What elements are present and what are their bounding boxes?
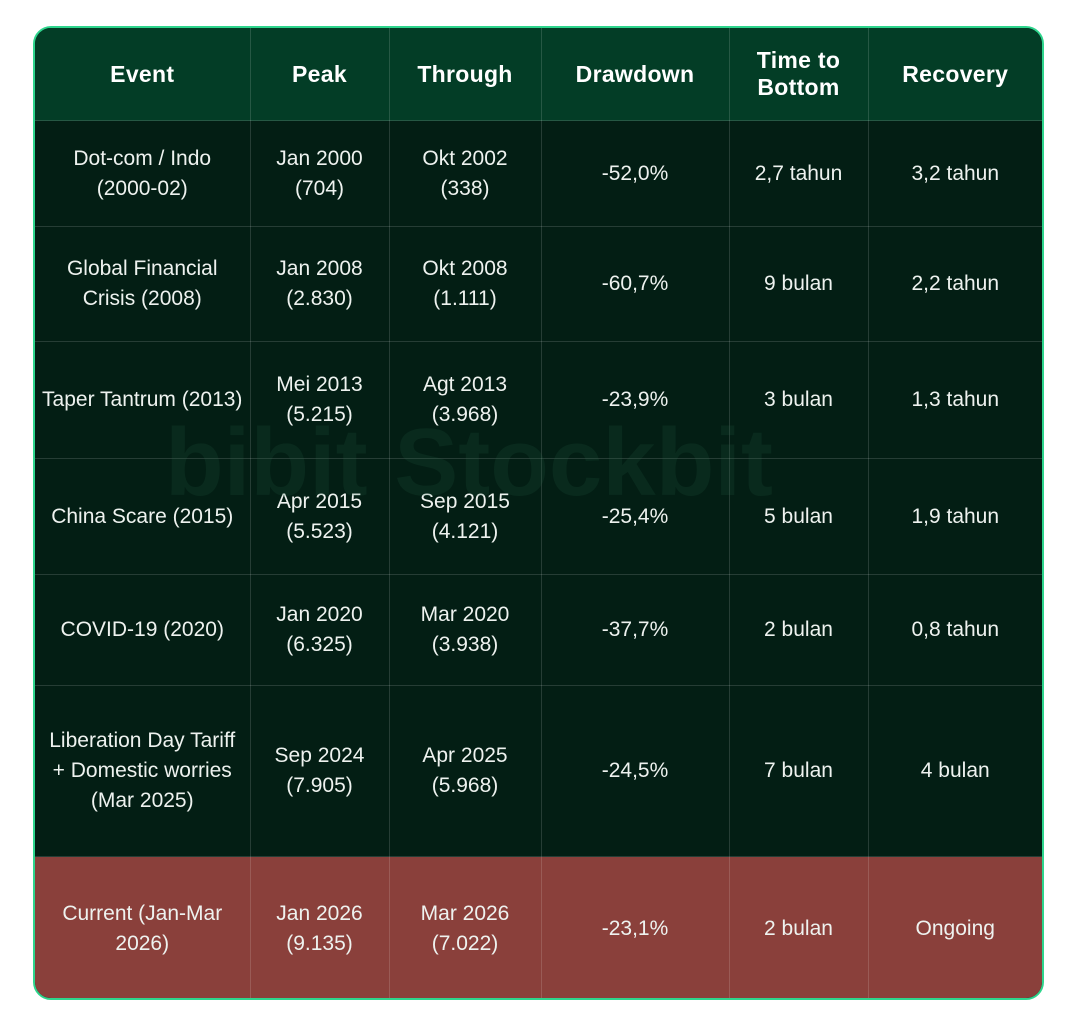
drawdown-table: Event Peak Through Drawdown Time to Bottom Re…	[35, 28, 1042, 998]
cell-event: Taper Tantrum (2013)	[35, 341, 251, 459]
cell-time: 2,7 tahun	[729, 120, 869, 227]
column-header: Drawdown	[541, 28, 730, 121]
table-row: COVID-19 (2020) Jan 2020 (6.325) Mar 2020 …	[35, 574, 1042, 686]
cell-event: China Scare (2015)	[35, 458, 251, 575]
cell-recovery: 2,2 tahun	[868, 226, 1042, 342]
cell-through: Apr 2025 (5.968)	[389, 685, 542, 857]
cell-event: Dot-com / Indo (2000-02)	[35, 120, 251, 227]
cell-time: 2 bulan	[729, 856, 869, 998]
cell-recovery: 1,3 tahun	[868, 341, 1042, 459]
cell-event: Liberation Day Tariff + Domestic worries…	[35, 685, 251, 857]
table-row: Dot-com / Indo (2000-02) Jan 2000 (704) Ok…	[35, 120, 1042, 227]
column-header: Event	[35, 28, 251, 121]
column-header: Time to Bottom	[729, 28, 869, 121]
table-row: Taper Tantrum (2013) Mei 2013 (5.215) Agt …	[35, 341, 1042, 459]
cell-through: Agt 2013 (3.968)	[389, 341, 542, 459]
drawdown-table-card: bibit Stockbit Event Peak Through Drawdown T…	[33, 26, 1044, 1000]
cell-peak: Sep 2024 (7.905)	[250, 685, 390, 857]
cell-drawdown: -24,5%	[541, 685, 730, 857]
cell-time: 9 bulan	[729, 226, 869, 342]
cell-through: Okt 2008 (1.111)	[389, 226, 542, 342]
cell-peak: Apr 2015 (5.523)	[250, 458, 390, 575]
cell-drawdown: -52,0%	[541, 120, 730, 227]
cell-recovery: 4 bulan	[868, 685, 1042, 857]
cell-recovery: 1,9 tahun	[868, 458, 1042, 575]
table-header-row: Event Peak Through Drawdown Time to Bottom Re…	[35, 28, 1042, 121]
cell-recovery: 3,2 tahun	[868, 120, 1042, 227]
cell-event: Current (Jan-Mar 2026)	[35, 856, 251, 998]
cell-through: Mar 2020 (3.938)	[389, 574, 542, 686]
cell-drawdown: -60,7%	[541, 226, 730, 342]
column-header: Peak	[250, 28, 390, 121]
column-header: Recovery	[868, 28, 1042, 121]
cell-drawdown: -23,1%	[541, 856, 730, 998]
table-row: Liberation Day Tariff + Domestic worries…	[35, 685, 1042, 857]
cell-peak: Jan 2026 (9.135)	[250, 856, 390, 998]
cell-drawdown: -25,4%	[541, 458, 730, 575]
cell-time: 3 bulan	[729, 341, 869, 459]
table-row: Current (Jan-Mar 2026) Jan 2026 (9.135) Ma…	[35, 856, 1042, 998]
column-header: Through	[389, 28, 542, 121]
cell-time: 7 bulan	[729, 685, 869, 857]
cell-time: 5 bulan	[729, 458, 869, 575]
cell-event: COVID-19 (2020)	[35, 574, 251, 686]
table-row: China Scare (2015) Apr 2015 (5.523) Sep 20…	[35, 458, 1042, 575]
cell-recovery: 0,8 tahun	[868, 574, 1042, 686]
cell-recovery: Ongoing	[868, 856, 1042, 998]
cell-time: 2 bulan	[729, 574, 869, 686]
cell-event: Global Financial Crisis (2008)	[35, 226, 251, 342]
cell-through: Mar 2026 (7.022)	[389, 856, 542, 998]
cell-through: Sep 2015 (4.121)	[389, 458, 542, 575]
table-row: Global Financial Crisis (2008) Jan 2008 (…	[35, 226, 1042, 342]
cell-peak: Jan 2000 (704)	[250, 120, 390, 227]
cell-peak: Jan 2008 (2.830)	[250, 226, 390, 342]
cell-peak: Mei 2013 (5.215)	[250, 341, 390, 459]
cell-drawdown: -23,9%	[541, 341, 730, 459]
cell-drawdown: -37,7%	[541, 574, 730, 686]
cell-peak: Jan 2020 (6.325)	[250, 574, 390, 686]
cell-through: Okt 2002 (338)	[389, 120, 542, 227]
